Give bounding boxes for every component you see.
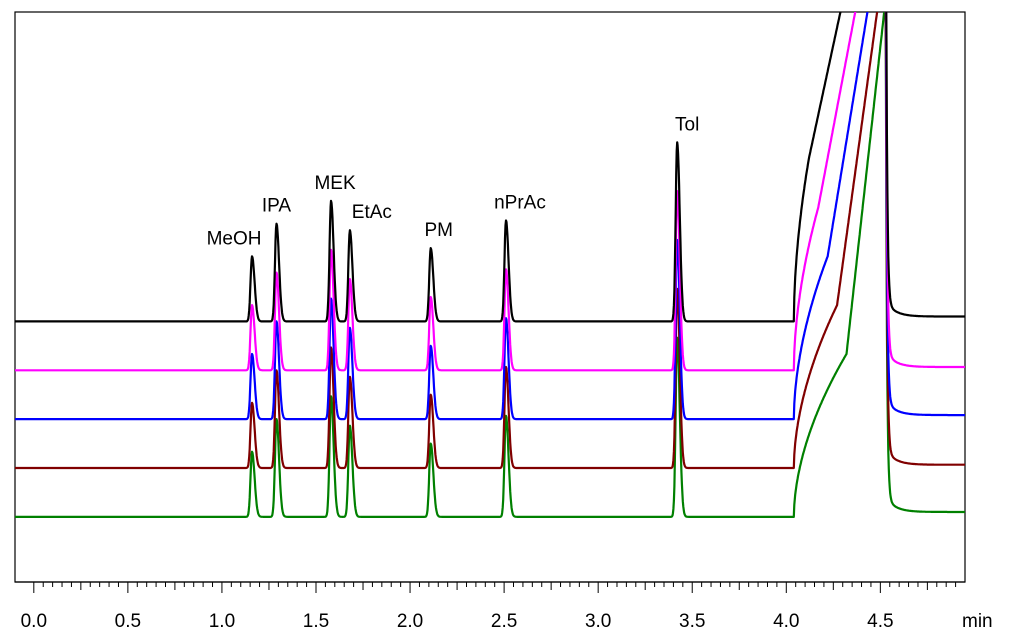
x-tick-label: 1.0 xyxy=(209,611,235,632)
trace-group xyxy=(15,12,965,519)
x-tick-label: 4.5 xyxy=(867,611,893,632)
x-tick-label: 3.0 xyxy=(585,611,611,632)
peak-label-pm: PM xyxy=(424,220,453,241)
peak-label-nprac: nPrAc xyxy=(494,192,546,213)
x-axis: 0.0 0.5 1.0 1.5 2.0 2.5 3.0 3.5 4.0 4.5 xyxy=(15,581,965,632)
series-line-trace-3 xyxy=(15,12,965,421)
peak-label-meoh: MeOH xyxy=(207,228,262,249)
peak-label-mek: MEK xyxy=(314,173,356,194)
series-line-trace-1 xyxy=(15,12,965,323)
x-tick-label: 2.5 xyxy=(491,611,517,632)
x-tick-label: 2.0 xyxy=(397,611,423,632)
x-tick-label: 3.5 xyxy=(679,611,705,632)
x-tick-label: 0.0 xyxy=(21,611,47,632)
x-tick-label: 0.5 xyxy=(115,611,141,632)
series-line-trace-2 xyxy=(15,12,965,372)
peak-label-etac: EtAc xyxy=(352,202,392,223)
series-line-trace-5 xyxy=(15,12,965,519)
peak-label-ipa: IPA xyxy=(262,196,292,217)
series-line-trace-4 xyxy=(15,12,965,470)
x-axis-unit-label: min xyxy=(962,611,993,632)
x-tick-label: 1.5 xyxy=(303,611,329,632)
x-tick-label: 4.0 xyxy=(773,611,799,632)
peak-label-tol: Tol xyxy=(675,114,699,135)
